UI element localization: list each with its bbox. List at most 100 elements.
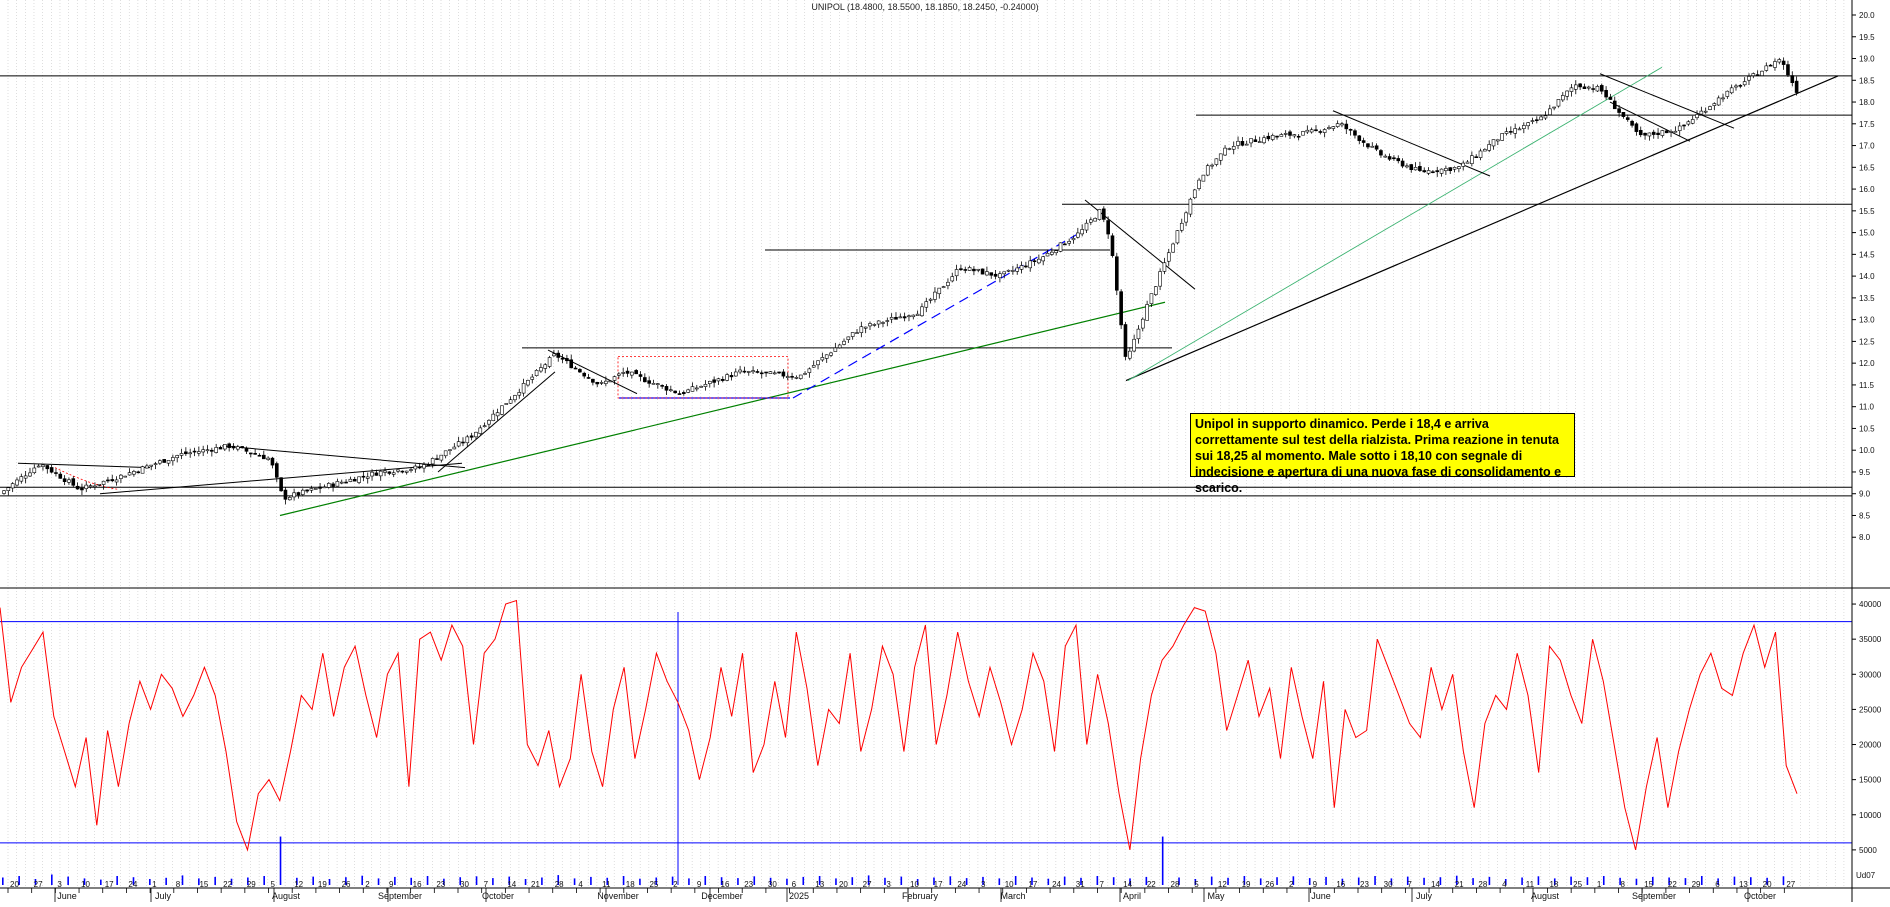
candle-body [391, 472, 396, 475]
candle-body [110, 479, 115, 482]
candle-body [80, 487, 84, 491]
volume-bar [1619, 877, 1621, 885]
month-label: June [1311, 891, 1331, 901]
candle-body [261, 454, 266, 460]
candle-body [777, 371, 781, 374]
candle-body [1439, 168, 1444, 174]
day-label: 23 [1360, 880, 1369, 889]
price-tick-label: 17.0 [1859, 142, 1875, 151]
price-tick-label: 13.5 [1859, 294, 1875, 303]
month-label: May [1207, 891, 1225, 901]
volume-bar [949, 876, 952, 885]
candle-body [985, 271, 989, 276]
volume-bar [1570, 876, 1572, 885]
candle-body [1669, 131, 1673, 133]
price-tick-label: 16.5 [1859, 163, 1875, 172]
candle-body [850, 332, 855, 337]
trend-line-2 [17, 462, 151, 469]
candle-body [1227, 148, 1232, 150]
candle-body [933, 291, 937, 300]
candle-body [1716, 97, 1721, 106]
day-label: 28 [555, 880, 564, 889]
volume-bar [835, 878, 837, 885]
candle-body [976, 268, 981, 271]
day-label: 18 [626, 880, 635, 889]
volume-bar [1374, 876, 1376, 885]
candle-body [1132, 338, 1136, 352]
candle-body [595, 382, 600, 385]
volume-bar [753, 876, 756, 885]
candle-body [946, 281, 950, 286]
candle-body [1318, 131, 1323, 133]
candle-body [404, 470, 409, 473]
volume-bar [933, 877, 935, 885]
candle-body [1699, 110, 1704, 115]
osc-tick-label: 25000 [1859, 705, 1882, 714]
volume-bar [312, 876, 314, 885]
candle-body [88, 485, 93, 488]
volume-bar [851, 877, 854, 885]
candle-body [41, 464, 45, 467]
volume-bar [1553, 878, 1556, 885]
candle-body [1175, 230, 1180, 244]
candle-body [556, 352, 561, 358]
candle-body [305, 489, 309, 492]
candle-body [859, 326, 864, 333]
candle-body [452, 446, 457, 450]
candle-body [920, 306, 924, 317]
volume-bar [1014, 876, 1017, 885]
volume-bar [1210, 876, 1213, 885]
month-label: March [1000, 891, 1025, 901]
volume-bar [720, 877, 723, 885]
candle-body [1431, 171, 1435, 174]
candle-body [1392, 157, 1396, 160]
candle-body [647, 380, 651, 384]
candle-body [1106, 220, 1110, 235]
volume-bar [1325, 876, 1327, 885]
candle-body [1794, 80, 1799, 93]
price-tick-label: 17.5 [1859, 120, 1875, 129]
candle-body [58, 473, 63, 479]
candle-body [513, 395, 517, 401]
level-layer [0, 75, 1852, 497]
trend-line-8 [792, 232, 1081, 399]
day-label: 6 [792, 880, 797, 889]
trend-line-13 [1609, 101, 1691, 142]
volume-bar [1063, 876, 1066, 885]
price-tick-label: 12.5 [1859, 337, 1875, 346]
candle-body [963, 269, 968, 271]
candle-body [1067, 240, 1071, 244]
vol-layer [2, 836, 1785, 885]
day-label: 31 [1076, 880, 1085, 889]
candle-body [725, 374, 729, 381]
volume-bar [818, 876, 821, 885]
volume-bar [1488, 876, 1491, 885]
day-label: 9 [389, 880, 394, 889]
volume-bar [802, 876, 805, 885]
volume-bar [1717, 878, 1719, 885]
candle-body [1738, 85, 1743, 87]
candle-body [1054, 250, 1058, 254]
day-label: 3 [57, 880, 62, 889]
trend-line-6 [1125, 75, 1839, 382]
candle-body [543, 364, 548, 369]
day-label: 27 [863, 880, 872, 889]
day-label: 10 [81, 880, 90, 889]
osc-tick-label: 10000 [1859, 811, 1882, 820]
volume-bar [100, 879, 102, 885]
day-label: 9 [1313, 880, 1318, 889]
candle-body [1158, 271, 1162, 287]
candle-body [625, 370, 630, 374]
candle-body [1262, 137, 1266, 144]
candle-body [270, 457, 275, 466]
candle-body [62, 478, 67, 482]
volume-bar [34, 879, 37, 885]
candle-body [1764, 65, 1769, 71]
day-label: 21 [531, 880, 540, 889]
day-label: 30 [460, 880, 469, 889]
candle-body [941, 286, 946, 288]
candle-body [348, 478, 353, 482]
candle-body [759, 372, 764, 375]
volume-bar [1080, 877, 1082, 885]
candle-body [790, 376, 794, 378]
